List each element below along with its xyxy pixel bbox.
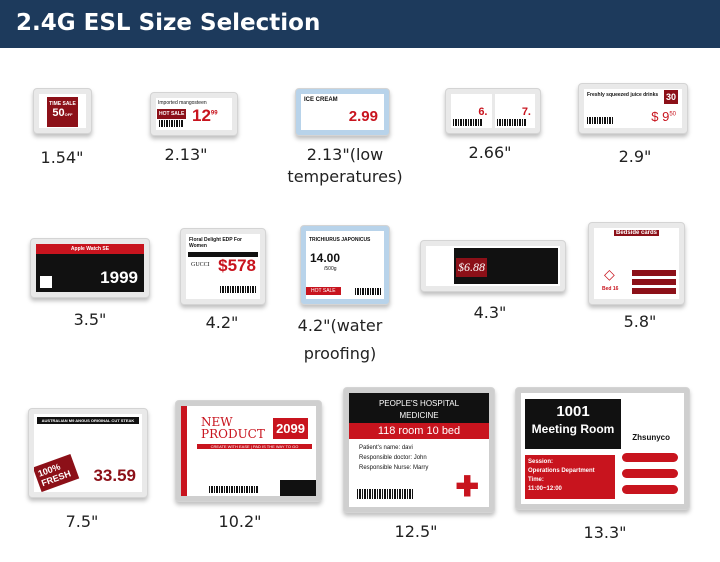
esl-3-5: Apple Watch SE 1999	[30, 238, 150, 298]
esl-2-66: 6. 7.	[445, 88, 541, 134]
size-label: 2.13"	[164, 145, 208, 164]
esl-5-8: Bedside cards ◇ Bed 16	[588, 222, 685, 305]
esl-1-54: TIME SALE 50OFF	[33, 88, 92, 134]
esl-4-3: $6.88	[420, 240, 566, 292]
size-label: 2.13"(low temperatures)	[287, 145, 403, 186]
esl-4-2: Floral Delight EDP For Women GUCCI $578	[180, 228, 266, 305]
size-label: 4.2"	[205, 313, 239, 332]
cross-icon: ✚	[455, 471, 479, 502]
size-label: 4.2"(water proofing)	[297, 316, 383, 363]
esl-2-9: Freshly squeezed juice drinks 30 $ 950	[578, 83, 688, 134]
size-label: 2.9"	[618, 147, 652, 166]
size-label: 5.8"	[623, 312, 657, 331]
size-label: 2.66"	[468, 143, 512, 162]
size-label: 10.2"	[218, 512, 262, 531]
size-label: 7.5"	[65, 512, 99, 531]
esl-13-3: 1001 Meeting Room Zhsunyco Session: Operat…	[515, 387, 690, 510]
size-label: 4.3"	[473, 303, 507, 322]
size-label: 3.5"	[73, 310, 107, 329]
size-label: 13.3"	[583, 523, 627, 542]
esl-4-2-waterproof: TRICHIURUS JAPONICUS 14.00 /500g HOT SAL…	[300, 225, 390, 305]
size-label: 1.54"	[40, 148, 84, 167]
esl-10-2: NEW PRODUCT 2099 CREATE WITH EASE | PAD …	[175, 400, 322, 502]
page-title: 2.4G ESL Size Selection	[0, 0, 720, 48]
esl-12-5: PEOPLE'S HOSPITAL MEDICINE 118 room 10 be…	[343, 387, 495, 513]
esl-2-13-low-temp: ICE CREAM 2.99	[295, 88, 390, 136]
esl-7-5: AUSTRALIAN M9 ANGUS ORIGINAL CUT STEAK 1…	[28, 408, 148, 498]
esl-2-13: Imported mangosteen HOT SALE 1299	[150, 92, 238, 136]
size-label: 12.5"	[394, 522, 438, 541]
